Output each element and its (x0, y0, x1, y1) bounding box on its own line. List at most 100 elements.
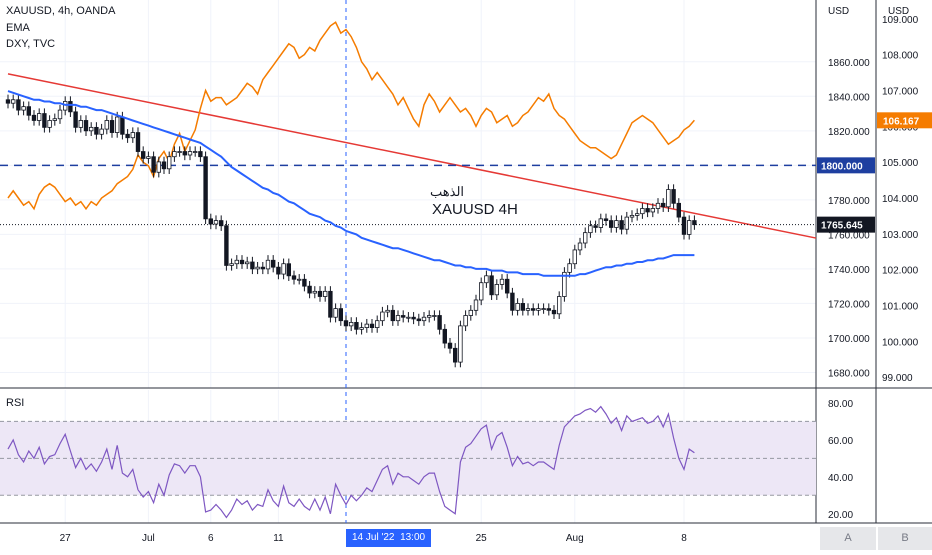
candle-body (473, 299, 479, 311)
candle-body (520, 303, 525, 311)
candle-body (385, 309, 390, 313)
candle-body (21, 106, 26, 111)
candle-body (692, 220, 697, 226)
candle-body (187, 151, 193, 156)
candle-body (42, 113, 47, 128)
candle-body (115, 116, 120, 133)
candle-body (557, 296, 562, 315)
last-price-label: 1765.645 (821, 221, 863, 232)
trendline (7, 73, 817, 239)
candle-body (208, 218, 213, 225)
axis-a-button[interactable]: A (820, 527, 876, 550)
rsi-tick-label: 80.00 (828, 399, 853, 410)
candle-body (328, 290, 333, 318)
candle-body (302, 278, 307, 287)
candle-body (213, 220, 219, 225)
candle-body (234, 259, 239, 265)
candle-body (562, 271, 567, 297)
candle-body (166, 156, 172, 170)
candle-body (416, 318, 421, 322)
candle-body (650, 208, 655, 213)
time-tick-label: Jul (142, 533, 155, 544)
candle-body (400, 315, 406, 318)
candle-body (140, 151, 146, 159)
dxy-tick-label: 103.000 (882, 230, 919, 241)
time-tick-label: 8 (681, 533, 687, 544)
candle-body (260, 266, 265, 270)
candle-body (192, 151, 198, 153)
time-tick-label: 6 (208, 533, 214, 544)
dxy-legend[interactable]: DXY, TVC (6, 38, 56, 50)
candle-body (255, 266, 260, 270)
candle-body (68, 101, 73, 113)
candle-body (10, 99, 16, 104)
candle-body (156, 161, 161, 173)
candle-body (198, 151, 203, 158)
candle-body (47, 120, 52, 128)
candle-body (478, 282, 484, 301)
candle-body (78, 120, 83, 128)
candle-body (525, 308, 531, 311)
ema-legend[interactable]: EMA (6, 22, 30, 34)
candle-body (224, 225, 229, 266)
candle-body (5, 99, 11, 104)
candle-body (104, 120, 109, 130)
candle-body (380, 311, 385, 322)
candle-body (83, 120, 89, 132)
candle-body (624, 216, 629, 230)
price-tick-label: 1720.000 (828, 299, 870, 310)
candle-body (359, 327, 364, 330)
dxy-tick-label: 100.000 (882, 337, 919, 348)
rsi-legend[interactable]: RSI (6, 397, 25, 409)
candle-body (286, 263, 291, 277)
cursor-date: 14 Jul '22 (352, 532, 395, 543)
candle-body (338, 308, 343, 322)
candle-body (504, 278, 510, 294)
candle-body (494, 284, 499, 296)
candle-body (369, 323, 375, 328)
candle-body (229, 263, 234, 266)
candle-body (541, 308, 546, 311)
candle-body (364, 323, 369, 328)
candle-body (484, 275, 489, 284)
dxy-tick-label: 104.000 (882, 194, 919, 205)
candle-body (614, 220, 619, 228)
candle-body (125, 133, 130, 139)
candle-body (296, 278, 302, 281)
price-candles (5, 94, 697, 368)
axis-b-button[interactable]: B (878, 527, 932, 550)
candle-body (458, 325, 463, 363)
candle-body (676, 202, 681, 218)
candle-body (593, 225, 598, 228)
candle-body (151, 156, 156, 173)
price-tick-label: 1820.000 (828, 127, 870, 138)
candle-body (177, 151, 182, 153)
candle-body (281, 263, 286, 275)
candle-body (447, 342, 453, 349)
candle-body (135, 132, 141, 152)
candle-body (567, 263, 572, 273)
arabic-annotation: الذهب (430, 184, 465, 199)
candle-body (598, 218, 603, 228)
candle-body (390, 309, 395, 322)
candle-body (572, 249, 577, 265)
candle-body (468, 309, 473, 316)
level-price-label: 1800.000 (821, 161, 863, 172)
symbol-legend[interactable]: XAUUSD, 4h, OANDA (6, 5, 116, 17)
candle-body (489, 275, 494, 296)
candle-body (250, 261, 255, 270)
price-tick-label: 1840.000 (828, 92, 870, 103)
candle-body (348, 322, 354, 327)
candle-body (640, 208, 645, 215)
candle-body (276, 266, 281, 275)
candle-body (374, 320, 380, 328)
candle-body (661, 202, 666, 208)
candle-body (463, 315, 468, 327)
dxy-series-line (7, 21, 695, 211)
level-price-label-bg (817, 157, 875, 174)
price-tick-label: 1740.000 (828, 265, 870, 276)
candle-body (354, 322, 359, 330)
candle-body (89, 126, 94, 132)
